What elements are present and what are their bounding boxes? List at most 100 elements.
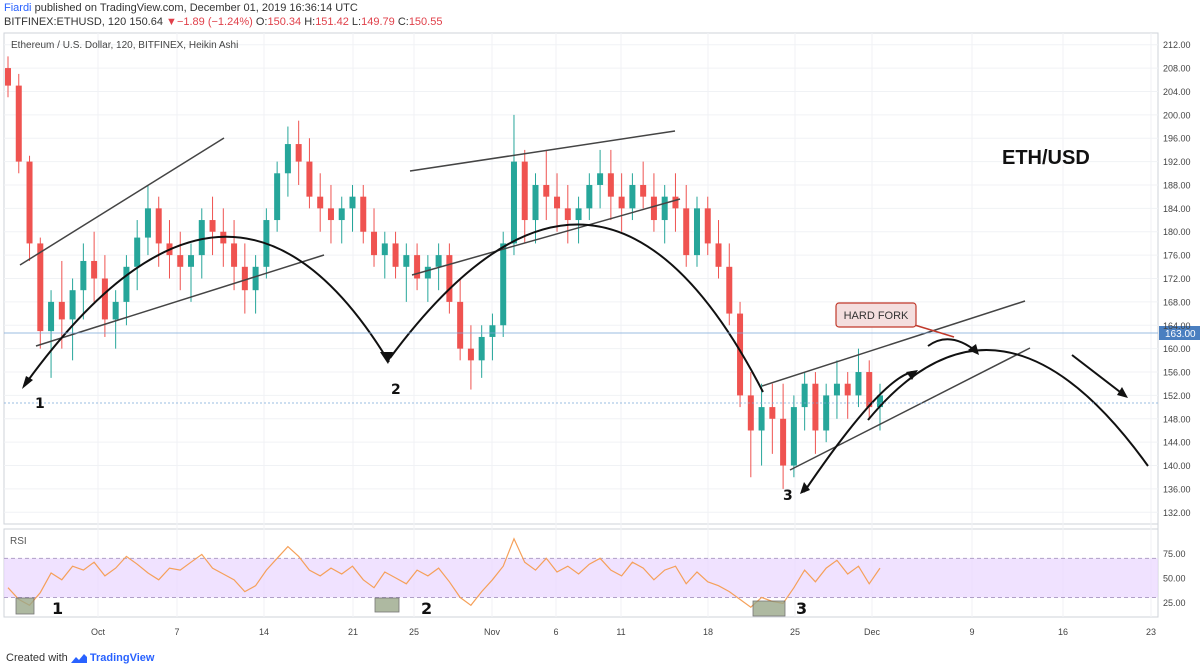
low-label: L:: [351, 16, 362, 28]
arrowhead-6: [1117, 387, 1128, 398]
high-value: 151.42: [315, 16, 349, 28]
low-value: 149.79: [361, 16, 395, 28]
wave-label-3: 3: [783, 488, 793, 504]
change-arrow-icon: ▼: [166, 16, 177, 28]
close-label: C:: [397, 16, 409, 28]
arc-curve-1: [23, 235, 390, 387]
candle-body: [704, 208, 711, 244]
candle-body: [844, 383, 851, 396]
arrow-heads: [22, 344, 1128, 494]
price-tick-label: 148.00: [1163, 414, 1191, 424]
candle-body: [198, 220, 205, 256]
candle-body: [435, 255, 442, 267]
candle-body: [737, 313, 744, 396]
candle-body: [392, 243, 399, 267]
trend-line-1a: [19, 137, 225, 266]
candle-body: [597, 173, 604, 185]
candle-body: [26, 161, 33, 244]
time-tick-label: Nov: [484, 627, 501, 637]
candle-body: [424, 266, 431, 279]
candle-body: [650, 196, 657, 221]
tradingview-brand[interactable]: TradingView: [89, 652, 155, 664]
time-axis-labels: Oct 7 14 21 25 Nov 6 11 18 25 Dec 9 16 23: [91, 627, 1156, 637]
arrowhead-2: [380, 352, 393, 364]
candle-body: [101, 278, 108, 320]
price-tick-label: 140.00: [1163, 461, 1191, 471]
high-label: H:: [304, 16, 316, 28]
candle-body: [693, 208, 700, 256]
price-tick-label: 156.00: [1163, 368, 1191, 378]
price-axis-labels: 212.00 208.00 204.00 200.00 196.00 192.00 188.…: [1163, 40, 1191, 518]
candle-body: [338, 208, 345, 221]
candle-body: [403, 255, 410, 267]
candle-body: [284, 144, 291, 174]
open-value: 150.34: [267, 16, 302, 28]
price-tick-label: 152.00: [1163, 391, 1191, 401]
rsi-line: [7, 537, 881, 608]
price-tick-label: 180.00: [1163, 227, 1191, 237]
candle-body: [306, 161, 313, 197]
candle-body: [683, 208, 690, 256]
price-tick-label: 188.00: [1163, 180, 1191, 190]
candle-body: [489, 325, 496, 337]
candle-body: [231, 243, 238, 267]
time-tick-label: Oct: [91, 627, 106, 637]
candle-body: [414, 255, 421, 279]
candle-body: [327, 208, 334, 221]
rsi-tick-label: 75.00: [1163, 549, 1186, 559]
candle-body: [317, 196, 324, 209]
symbol-label: BITFINEX:ETHUSD, 120: [4, 16, 127, 28]
candle-body: [467, 348, 474, 361]
candle-body: [833, 383, 840, 396]
last-price: 150.64: [129, 16, 163, 28]
hard-fork-callout: [835, 302, 917, 328]
arrowhead-1: [22, 376, 33, 389]
time-tick-label: 21: [348, 627, 358, 637]
arc-curve-3a: [803, 371, 913, 493]
candle-body: [790, 407, 797, 466]
current-price-tag: [1159, 326, 1200, 340]
candle-body: [360, 196, 367, 232]
author-name[interactable]: Fiardi: [4, 2, 32, 14]
open-label: O:: [255, 16, 268, 28]
current-price-tag-text: 163.00: [1165, 329, 1196, 340]
candle-body: [48, 301, 55, 332]
wave-label-2: 2: [391, 382, 401, 398]
candle-body: [446, 255, 453, 302]
price-tick-label: 208.00: [1163, 64, 1191, 74]
oversold-box-3: [752, 600, 786, 617]
candle-body: [607, 173, 614, 197]
price-axis: [1158, 33, 1200, 617]
trend-line-3a: [761, 300, 1026, 387]
rsi-wave-label-1: 1: [52, 599, 63, 618]
wave-label-1: 1: [35, 396, 45, 412]
candle-body: [457, 301, 464, 349]
candle-body: [543, 184, 550, 197]
time-tick-label: 6: [553, 627, 558, 637]
candle-body: [747, 395, 754, 431]
candle-body: [241, 266, 248, 291]
arrowhead-5: [968, 344, 979, 355]
time-tick-label: 25: [409, 627, 419, 637]
candle-body: [381, 243, 388, 256]
rsi-tick-label: 25.00: [1163, 598, 1186, 608]
candle-body: [123, 266, 130, 302]
published-text: published on TradingView.com, December 0…: [34, 2, 358, 14]
time-tick-label: 14: [259, 627, 269, 637]
candle-body: [661, 196, 668, 221]
arrowhead-3: [800, 482, 810, 494]
candle-body: [715, 243, 722, 267]
candle-body: [575, 208, 582, 221]
candle-body: [5, 68, 11, 86]
price-tick-label: 184.00: [1163, 204, 1191, 214]
price-tick-label: 200.00: [1163, 110, 1191, 120]
candle-body: [554, 196, 561, 209]
time-tick-label: 16: [1058, 627, 1068, 637]
candle-body: [510, 161, 517, 244]
candle-body: [758, 407, 765, 431]
price-tick-label: 160.00: [1163, 344, 1191, 354]
price-tick-label: 204.00: [1163, 87, 1191, 97]
candle-body: [144, 208, 151, 238]
price-tick-label: 192.00: [1163, 157, 1191, 167]
